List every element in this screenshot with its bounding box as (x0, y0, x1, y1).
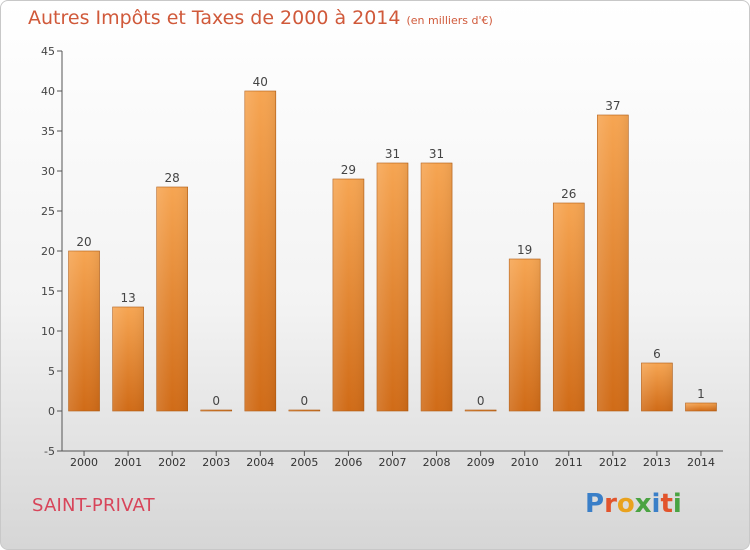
chart-title: Autres Impôts et Taxes de 2000 à 2014 (28, 7, 401, 29)
bar-shine (685, 403, 717, 411)
bar-shine (332, 179, 364, 411)
bar-shine (68, 251, 100, 411)
y-tick-label: 15 (41, 285, 55, 298)
x-tick-label: 2006 (334, 456, 362, 469)
chart-unit: (en milliers d'€) (406, 14, 493, 27)
x-tick-label: 2001 (114, 456, 142, 469)
data-label: 1 (697, 387, 705, 401)
logo-letter: i (672, 489, 682, 519)
y-tick-label: 35 (41, 125, 55, 138)
x-tick-label: 2004 (246, 456, 274, 469)
logo-letter: t (660, 489, 673, 519)
data-label: 19 (517, 243, 532, 257)
x-tick-label: 2011 (555, 456, 583, 469)
data-label: 28 (165, 171, 180, 185)
data-label: 31 (385, 147, 400, 161)
bars (68, 90, 717, 412)
bar-shine (553, 203, 585, 411)
bar-shine (597, 115, 629, 411)
commune-name: SAINT-PRIVAT (32, 495, 155, 516)
logo-letter: i (651, 489, 661, 519)
y-tick-label: 10 (41, 325, 55, 338)
x-tick-label: 2009 (467, 456, 495, 469)
bar-shine (421, 163, 453, 411)
bar-shine (377, 163, 408, 411)
data-label: 0 (301, 394, 309, 408)
title-block: Autres Impôts et Taxes de 2000 à 2014 (en… (28, 7, 493, 29)
y-tick-label: -5 (44, 445, 55, 458)
data-label: 6 (653, 347, 661, 361)
logo-letter: r (604, 489, 617, 519)
data-label: 13 (120, 291, 135, 305)
data-label: 26 (561, 187, 576, 201)
x-tick-label: 2010 (511, 456, 539, 469)
y-tick-label: 5 (48, 365, 55, 378)
y-tick-label: 40 (41, 85, 55, 98)
x-tick-label: 2013 (643, 456, 671, 469)
logo-letter: x (634, 489, 652, 519)
data-label: 37 (605, 99, 620, 113)
data-label: 0 (477, 394, 485, 408)
data-label: 20 (76, 235, 91, 249)
bar-shine (156, 187, 188, 411)
x-tick-label: 2000 (70, 456, 98, 469)
bar-shine (244, 91, 276, 411)
bar-shine (465, 410, 497, 411)
data-label: 40 (253, 75, 268, 89)
logo-letter: o (616, 489, 635, 519)
y-tick-label: 20 (41, 245, 55, 258)
proxiti-logo: Proxiti (585, 489, 682, 519)
data-label: 31 (429, 147, 444, 161)
bar-shine (288, 410, 320, 411)
x-tick-label: 2007 (379, 456, 407, 469)
logo-letter: P (585, 489, 605, 519)
x-tick-label: 2008 (423, 456, 451, 469)
x-tick-label: 2005 (290, 456, 318, 469)
data-label: 0 (212, 394, 220, 408)
x-tick-label: 2014 (687, 456, 715, 469)
bar-shine (509, 259, 541, 411)
x-tick-label: 2003 (202, 456, 230, 469)
bar-shine (112, 307, 144, 411)
y-tick-label: 25 (41, 205, 55, 218)
bar-shine (200, 410, 232, 411)
x-tick-label: 2002 (158, 456, 186, 469)
y-tick-label: 30 (41, 165, 55, 178)
y-tick-label: 0 (48, 405, 55, 418)
data-labels: 20 13 28 0 40 0 29 31 31 0 19 26 37 6 1 (76, 75, 704, 408)
data-label: 29 (341, 163, 356, 177)
y-tick-label: 45 (41, 45, 55, 58)
x-tick-label: 2012 (599, 456, 627, 469)
bar-shine (641, 363, 673, 411)
